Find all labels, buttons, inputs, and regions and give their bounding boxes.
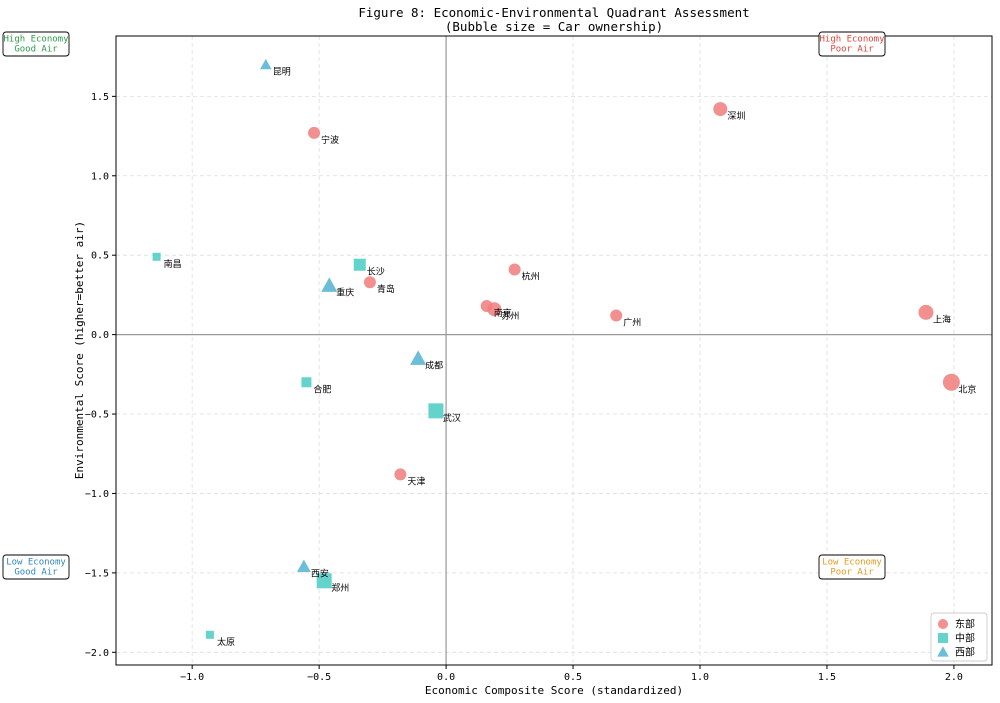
- quadrant-label-text: Low Economy: [6, 558, 66, 568]
- quadrant-label-box: [818, 31, 886, 57]
- point-label: 重庆: [336, 286, 354, 298]
- x-tick-label: 1.5: [818, 672, 836, 683]
- point-label: 南昌: [164, 258, 182, 270]
- y-tick-label: 0.5: [91, 251, 109, 262]
- point-label: 杭州: [522, 270, 540, 282]
- quadrant-label-text: High Economy: [3, 35, 69, 45]
- reference-lines: [116, 36, 992, 665]
- legend-label: 中部: [955, 632, 975, 645]
- point-label: 合肥: [313, 383, 331, 395]
- data-point: [487, 302, 502, 317]
- x-tick-label: 0.0: [437, 672, 455, 683]
- quadrant-label-text: Good Air: [14, 45, 58, 55]
- y-tick-label: 1.5: [91, 92, 109, 103]
- chart-title: Figure 8: Economic-Environmental Quadran…: [358, 5, 749, 20]
- quadrant-label-text: Poor Air: [830, 568, 874, 578]
- legend-marker: [938, 633, 948, 643]
- point-label: 武汉: [443, 412, 461, 424]
- y-tick-label: −1.0: [85, 489, 109, 500]
- x-tick-label: 2.0: [945, 672, 963, 683]
- plot-frame: [115, 35, 993, 666]
- point-label: 宁波: [321, 134, 339, 146]
- quadrant-label-text: Good Air: [14, 568, 58, 578]
- data-point: [410, 350, 427, 365]
- y-axis-label: Environmental Score (higher=better air): [73, 221, 86, 479]
- data-point: [428, 403, 444, 419]
- quadrant-label-box: [2, 31, 70, 57]
- legend-marker: [938, 619, 948, 629]
- point-label: 青岛: [377, 283, 395, 295]
- quadrant-label-text: Low Economy: [822, 558, 882, 568]
- point-label: 上海: [933, 313, 951, 325]
- data-point: [918, 304, 934, 320]
- point-label: 长沙: [367, 266, 385, 278]
- point-label: 成都: [425, 359, 443, 371]
- legend-label: 东部: [955, 618, 975, 631]
- point-label: 广州: [623, 317, 641, 329]
- data-point: [508, 263, 521, 276]
- data-point: [363, 276, 376, 289]
- x-tick-label: −0.5: [307, 672, 331, 683]
- y-tick-label: −0.5: [85, 410, 109, 421]
- x-tick-label: −1.0: [180, 672, 204, 683]
- x-axis-label: Economic Composite Score (standardized): [425, 684, 683, 697]
- point-label: 郑州: [331, 582, 349, 594]
- point-label: 天津: [407, 476, 425, 487]
- chart-subtitle: (Bubble size = Car ownership): [445, 19, 663, 34]
- legend-marker: [937, 646, 949, 657]
- data-point: [713, 102, 728, 117]
- data-point: [321, 277, 338, 292]
- quadrant-label-text: High Economy: [819, 35, 885, 45]
- data-points: [152, 58, 960, 639]
- data-point: [152, 252, 161, 261]
- y-axis-ticks: −2.0 −1.5 −1.0 −0.5 0.0 0.5 1.0 1.5: [85, 92, 116, 659]
- point-label: 西安: [311, 568, 329, 580]
- data-point: [205, 630, 214, 639]
- point-label: 昆明: [273, 67, 291, 78]
- x-axis-ticks: −1.0 −0.5 0.0 0.5 1.0 1.5 2.0: [180, 665, 963, 683]
- data-point: [301, 377, 312, 388]
- quadrant-label-box: [818, 554, 886, 580]
- y-tick-label: 0.0: [91, 330, 109, 341]
- data-point: [308, 126, 321, 139]
- x-tick-label: 1.0: [691, 672, 709, 683]
- point-label: 苏州: [501, 310, 519, 322]
- x-tick-label: 0.5: [564, 672, 582, 683]
- data-point: [296, 559, 311, 573]
- quadrant-label-box: [2, 554, 70, 580]
- data-point: [316, 573, 332, 589]
- data-point: [610, 309, 623, 322]
- point-label: 南京: [494, 307, 512, 319]
- quadrant-label-text: Poor Air: [830, 45, 874, 55]
- y-tick-label: −1.5: [85, 568, 109, 579]
- data-point: [260, 58, 272, 70]
- data-point: [942, 373, 960, 391]
- point-label: 深圳: [727, 111, 745, 122]
- point-label: 太原: [217, 636, 235, 648]
- data-point: [353, 258, 366, 271]
- y-tick-label: 1.0: [91, 171, 109, 182]
- data-point: [394, 468, 407, 481]
- point-label: 北京: [958, 383, 976, 395]
- y-tick-label: −2.0: [85, 648, 109, 659]
- legend-label: 西部: [955, 646, 975, 659]
